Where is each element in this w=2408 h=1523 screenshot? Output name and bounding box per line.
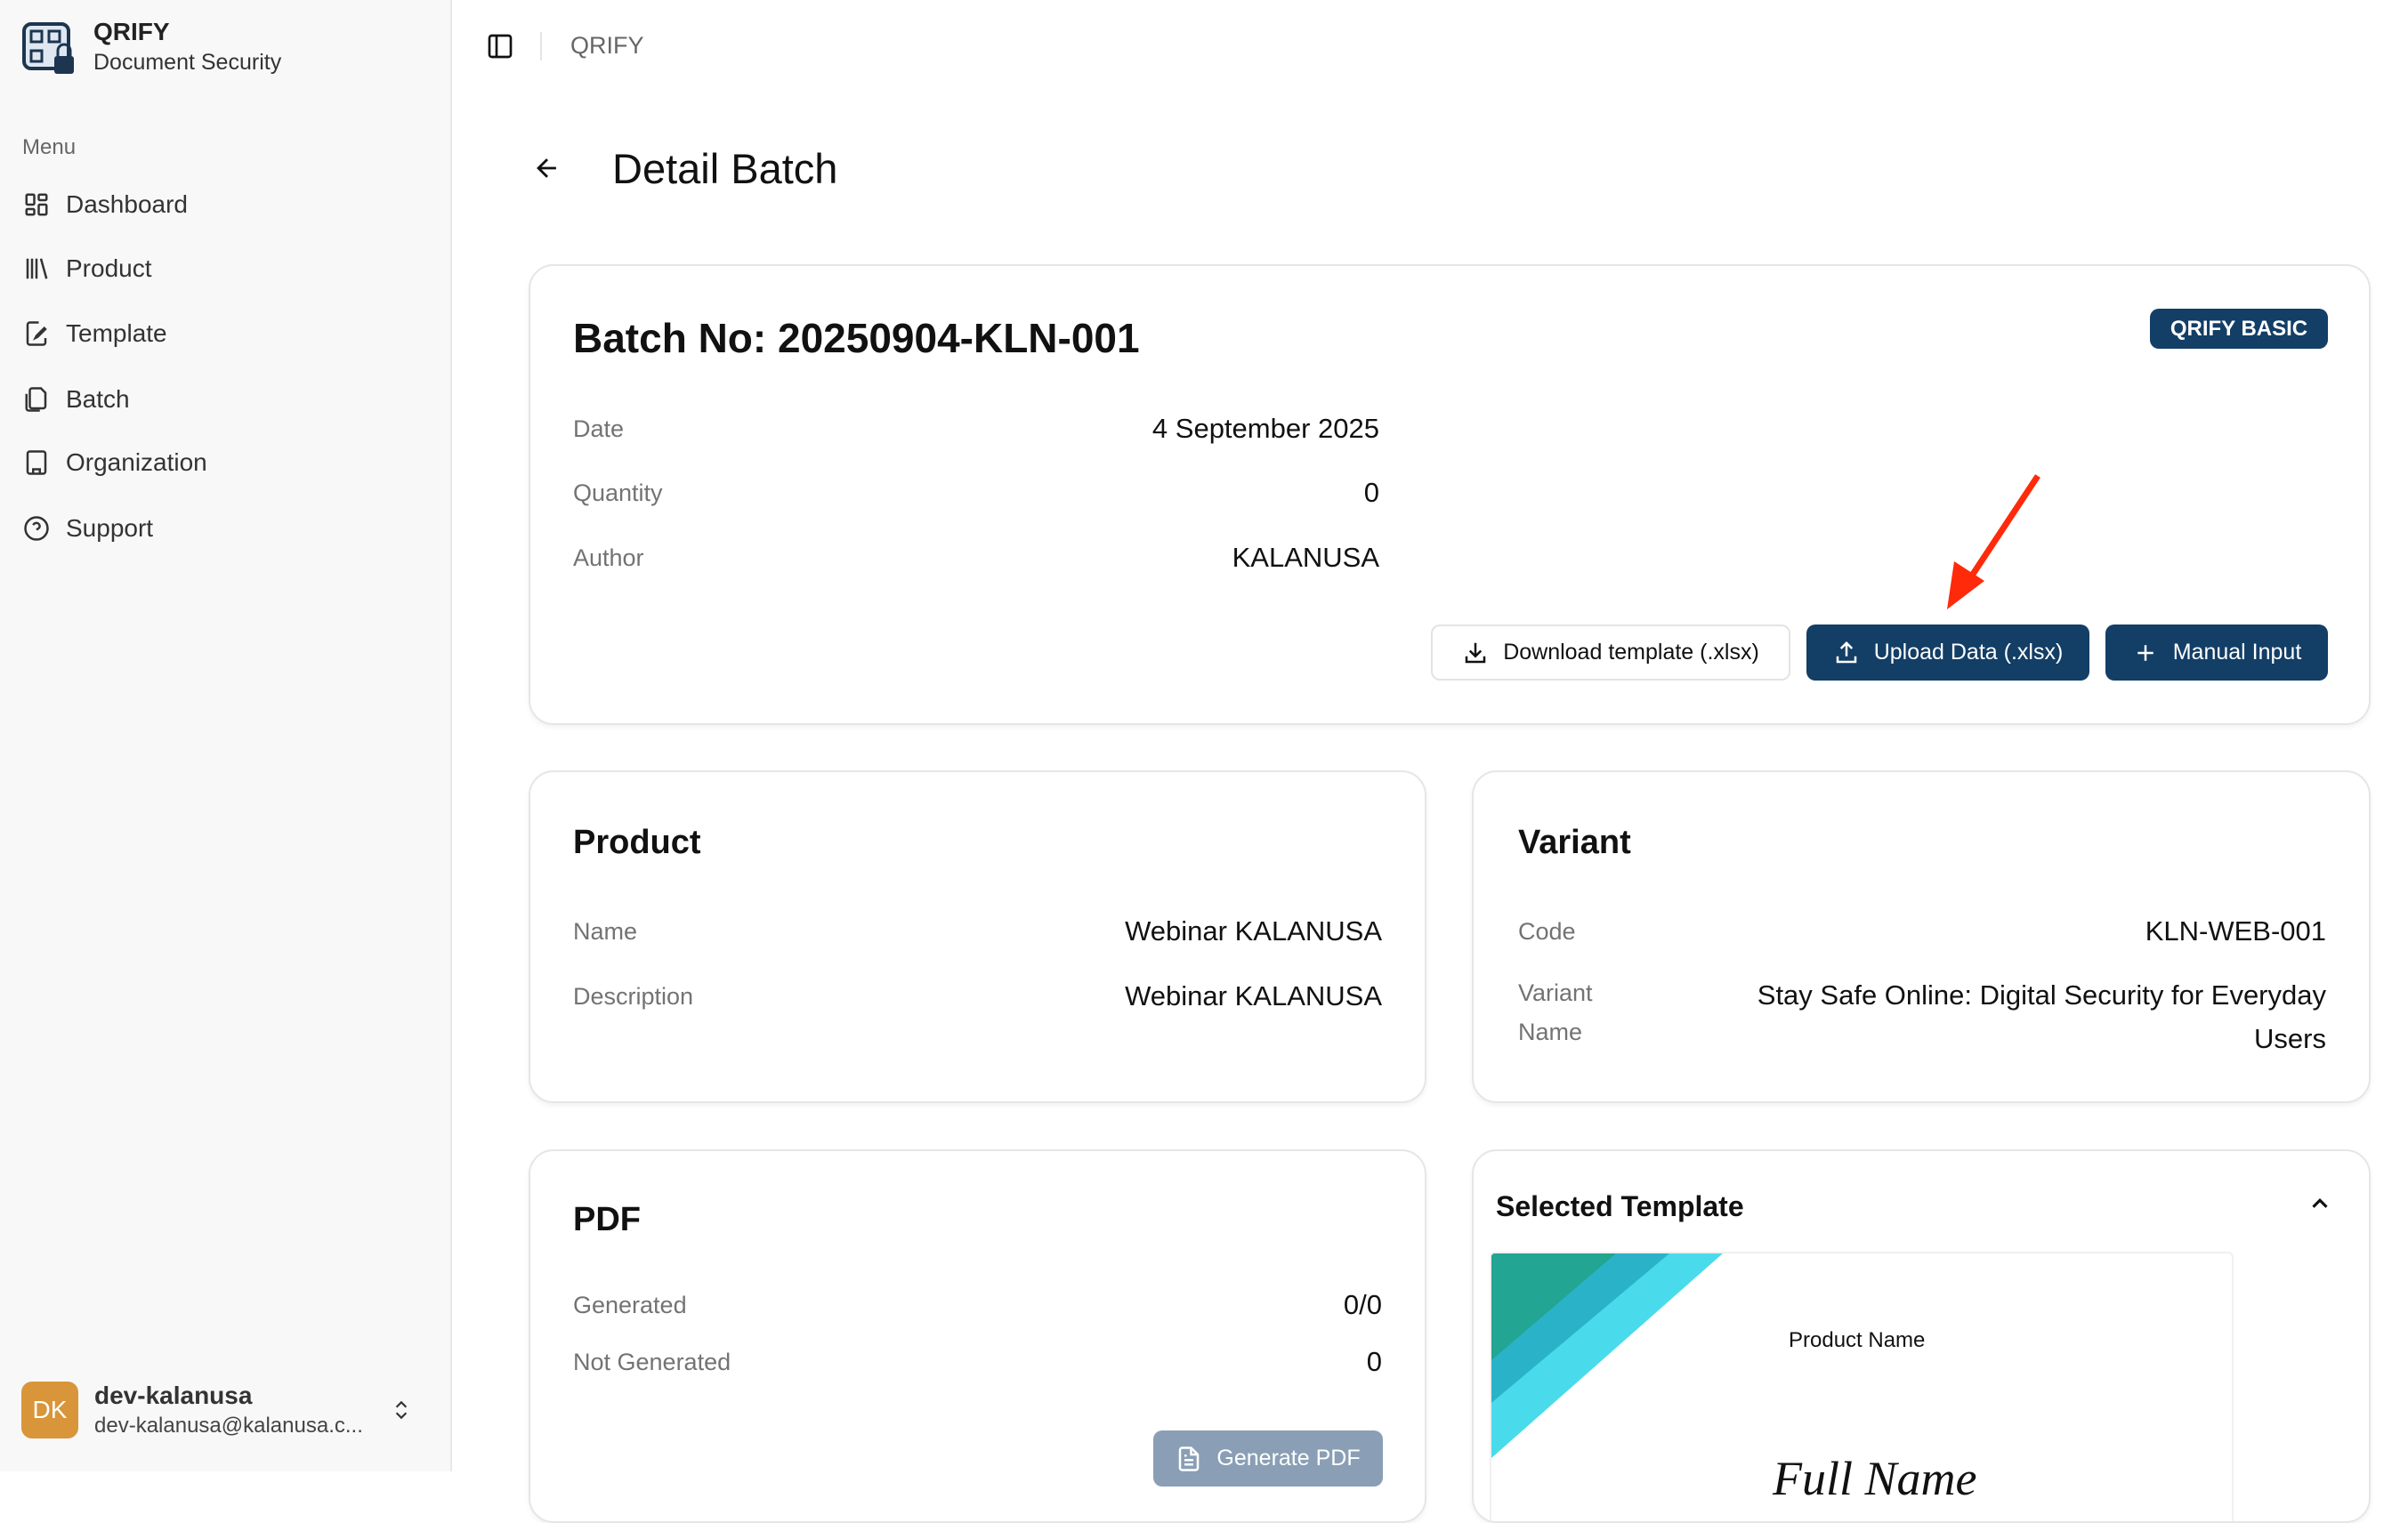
pdf-card: PDF Generated 0/0 Not Generated 0 Genera…: [529, 1149, 1426, 1523]
sidebar-item-support[interactable]: Support: [18, 502, 434, 555]
back-arrow-icon[interactable]: [532, 153, 562, 183]
sidebar-item-label: Template: [66, 319, 167, 347]
menu-label: Menu: [22, 135, 77, 159]
variant-code-label: Code: [1518, 918, 1576, 945]
product-card: Product Name Webinar KALANUSA Descriptio…: [529, 770, 1426, 1103]
author-label: Author: [573, 544, 644, 571]
date-value: 4 September 2025: [1151, 413, 1379, 444]
selected-template-title: Selected Template: [1496, 1190, 1744, 1222]
sidebar-toggle-icon[interactable]: [486, 32, 514, 60]
upload-icon: [1836, 641, 1856, 663]
product-description-value: Webinar KALANUSA: [1125, 980, 1382, 1011]
sidebar-item-label: Product: [66, 254, 152, 282]
building-icon: [26, 450, 47, 475]
header-divider: [540, 32, 542, 60]
sidebar-item-product[interactable]: Product: [18, 242, 434, 295]
brand-title: QRIFY: [93, 18, 170, 45]
help-circle-icon: [24, 516, 49, 541]
selected-template-card: Selected Template Product Name Full Name: [1472, 1149, 2371, 1523]
product-name-label: Name: [573, 918, 638, 945]
files-icon: [25, 387, 47, 412]
template-full-name: Full Name: [1773, 1452, 1977, 1505]
library-icon: [26, 258, 48, 279]
pdf-title: PDF: [573, 1201, 641, 1238]
user-name: dev-kalanusa: [94, 1382, 253, 1409]
generate-pdf-button[interactable]: Generate PDF: [1153, 1430, 1383, 1487]
product-description-label: Description: [573, 983, 694, 1010]
breadcrumb[interactable]: QRIFY: [570, 32, 644, 59]
variant-code-value: KLN-WEB-001: [2145, 915, 2326, 947]
generated-label: Generated: [573, 1292, 687, 1318]
not-generated-value: 0: [1366, 1346, 1382, 1377]
variant-card: Variant Code KLN-WEB-001 Variant Name St…: [1472, 770, 2371, 1103]
sidebar-item-label: Organization: [66, 448, 207, 476]
not-generated-label: Not Generated: [573, 1349, 731, 1375]
page-title: Detail Batch: [612, 145, 838, 192]
avatar: DK: [21, 1382, 78, 1438]
upload-data-label: Upload Data (.xlsx): [1873, 640, 2064, 665]
manual-input-label: Manual Input: [2172, 640, 2302, 665]
file-text-icon: [1179, 1446, 1200, 1471]
batch-card: Batch No: 20250904-KLN-001 QRIFY BASIC D…: [529, 264, 2371, 725]
template-product-name: Product Name: [1789, 1328, 1926, 1352]
file-edit-icon: [26, 321, 47, 346]
generated-value: 0/0: [1343, 1289, 1382, 1320]
product-title: Product: [573, 824, 701, 861]
download-icon: [1465, 642, 1486, 663]
sidebar-item-label: Batch: [66, 385, 130, 413]
sidebar: QRIFY Document Security Menu Dashboard P…: [0, 0, 452, 1471]
download-template-label: Download template (.xlsx): [1503, 640, 1759, 665]
brand-subtitle: Document Security: [93, 50, 282, 75]
user-email: dev-kalanusa@kalanusa.c...: [94, 1414, 363, 1438]
template-decoration: [1491, 1253, 1723, 1458]
chevron-up-icon[interactable]: [2307, 1190, 2333, 1217]
quantity-value: 0: [1363, 477, 1379, 508]
quantity-label: Quantity: [573, 479, 663, 506]
dashboard-icon: [25, 193, 48, 216]
upload-data-button[interactable]: Upload Data (.xlsx): [1806, 625, 2089, 681]
variant-title: Variant: [1518, 824, 1631, 861]
variant-name-label: Variant Name: [1518, 979, 1593, 1045]
plus-icon: [2137, 644, 2153, 661]
batch-title: Batch No: 20250904-KLN-001: [573, 315, 1140, 361]
generate-pdf-label: Generate PDF: [1216, 1446, 1361, 1471]
qrify-logo-icon: [22, 22, 74, 74]
sidebar-item-label: Dashboard: [66, 190, 188, 218]
author-value: KALANUSA: [1232, 542, 1379, 573]
manual-input-button[interactable]: Manual Input: [2105, 625, 2328, 681]
sidebar-item-organization[interactable]: Organization: [18, 436, 434, 489]
annotation-arrow-icon: [1947, 474, 2040, 609]
chevrons-up-down-icon: [395, 1400, 408, 1420]
sidebar-item-label: Support: [66, 514, 154, 542]
variant-name-value: Stay Safe Online: Digital Security for E…: [1757, 979, 2326, 1054]
sidebar-item-dashboard[interactable]: Dashboard: [18, 178, 434, 231]
plan-badge: QRIFY BASIC: [2150, 309, 2328, 349]
sidebar-item-batch[interactable]: Batch: [18, 373, 434, 426]
sidebar-item-template[interactable]: Template: [18, 307, 434, 360]
date-label: Date: [573, 415, 625, 442]
product-name-value: Webinar KALANUSA: [1125, 915, 1382, 947]
user-menu[interactable]: DK dev-kalanusa dev-kalanusa@kalanusa.c.…: [21, 1381, 440, 1439]
template-preview: Product Name Full Name: [1490, 1252, 2234, 1521]
download-template-button[interactable]: Download template (.xlsx): [1431, 625, 1790, 681]
